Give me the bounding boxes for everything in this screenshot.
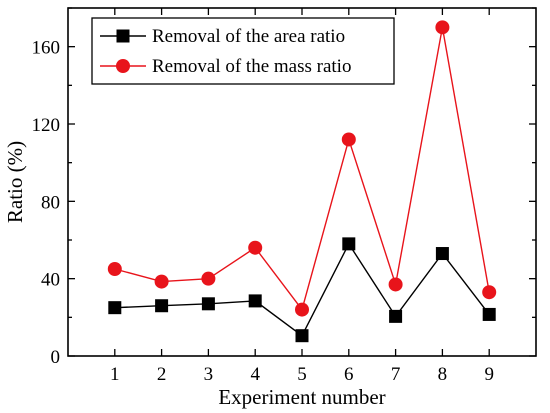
data-point-mass-ratio — [201, 271, 216, 286]
x-tick-label: 9 — [484, 364, 494, 385]
x-tick-label: 6 — [344, 364, 354, 385]
data-point-mass-ratio — [341, 132, 356, 147]
data-point-mass-ratio — [295, 302, 309, 317]
data-point-mass-ratio — [435, 20, 450, 35]
data-point-area-ratio — [342, 237, 356, 251]
x-tick-label: 3 — [204, 364, 214, 385]
x-tick-label: 8 — [438, 364, 448, 385]
data-point-mass-ratio — [482, 285, 497, 300]
data-point-area-ratio — [155, 299, 169, 313]
x-tick-label: 1 — [110, 364, 120, 385]
data-point-area-ratio — [201, 297, 215, 311]
data-point-mass-ratio-legend — [116, 59, 130, 73]
data-point-area-ratio — [108, 301, 122, 315]
x-tick-label: 2 — [157, 364, 167, 385]
data-point-mass-ratio — [388, 277, 403, 292]
x-tick-label: 5 — [297, 364, 307, 385]
y-tick-label: 120 — [32, 115, 61, 136]
data-point-area-ratio — [248, 294, 262, 308]
legend-entry-0: Removal of the area ratio — [152, 26, 345, 47]
x-axis-label: Experiment number — [218, 385, 385, 409]
series-line-0 — [114, 242, 490, 337]
data-point-area-ratio — [435, 247, 449, 261]
x-tick-label: 7 — [391, 364, 401, 385]
legend-box — [91, 17, 395, 85]
data-point-mass-ratio — [154, 274, 169, 289]
y-tick-label: 160 — [32, 38, 61, 59]
data-point-mass-ratio — [107, 262, 122, 276]
series-layer — [107, 20, 497, 343]
data-point-area-ratio-legend — [116, 29, 130, 43]
legend-entry-1: Removal of the mass ratio — [152, 56, 351, 77]
y-axis-label: Ratio (%) — [3, 141, 27, 223]
data-point-mass-ratio — [248, 240, 263, 255]
chart-axes: 0 40 80 120 160 1 2 3 4 5 6 7 8 9 — [32, 7, 537, 385]
legend: Removal of the area ratio Removal of the … — [91, 17, 395, 85]
data-point-area-ratio — [295, 329, 309, 343]
y-tick-label: 80 — [41, 192, 60, 213]
y-tick-label: 0 — [51, 347, 61, 368]
data-point-area-ratio — [482, 307, 496, 321]
x-tick-label: 4 — [250, 364, 260, 385]
data-point-area-ratio — [389, 309, 403, 323]
y-tick-label: 40 — [41, 270, 60, 291]
